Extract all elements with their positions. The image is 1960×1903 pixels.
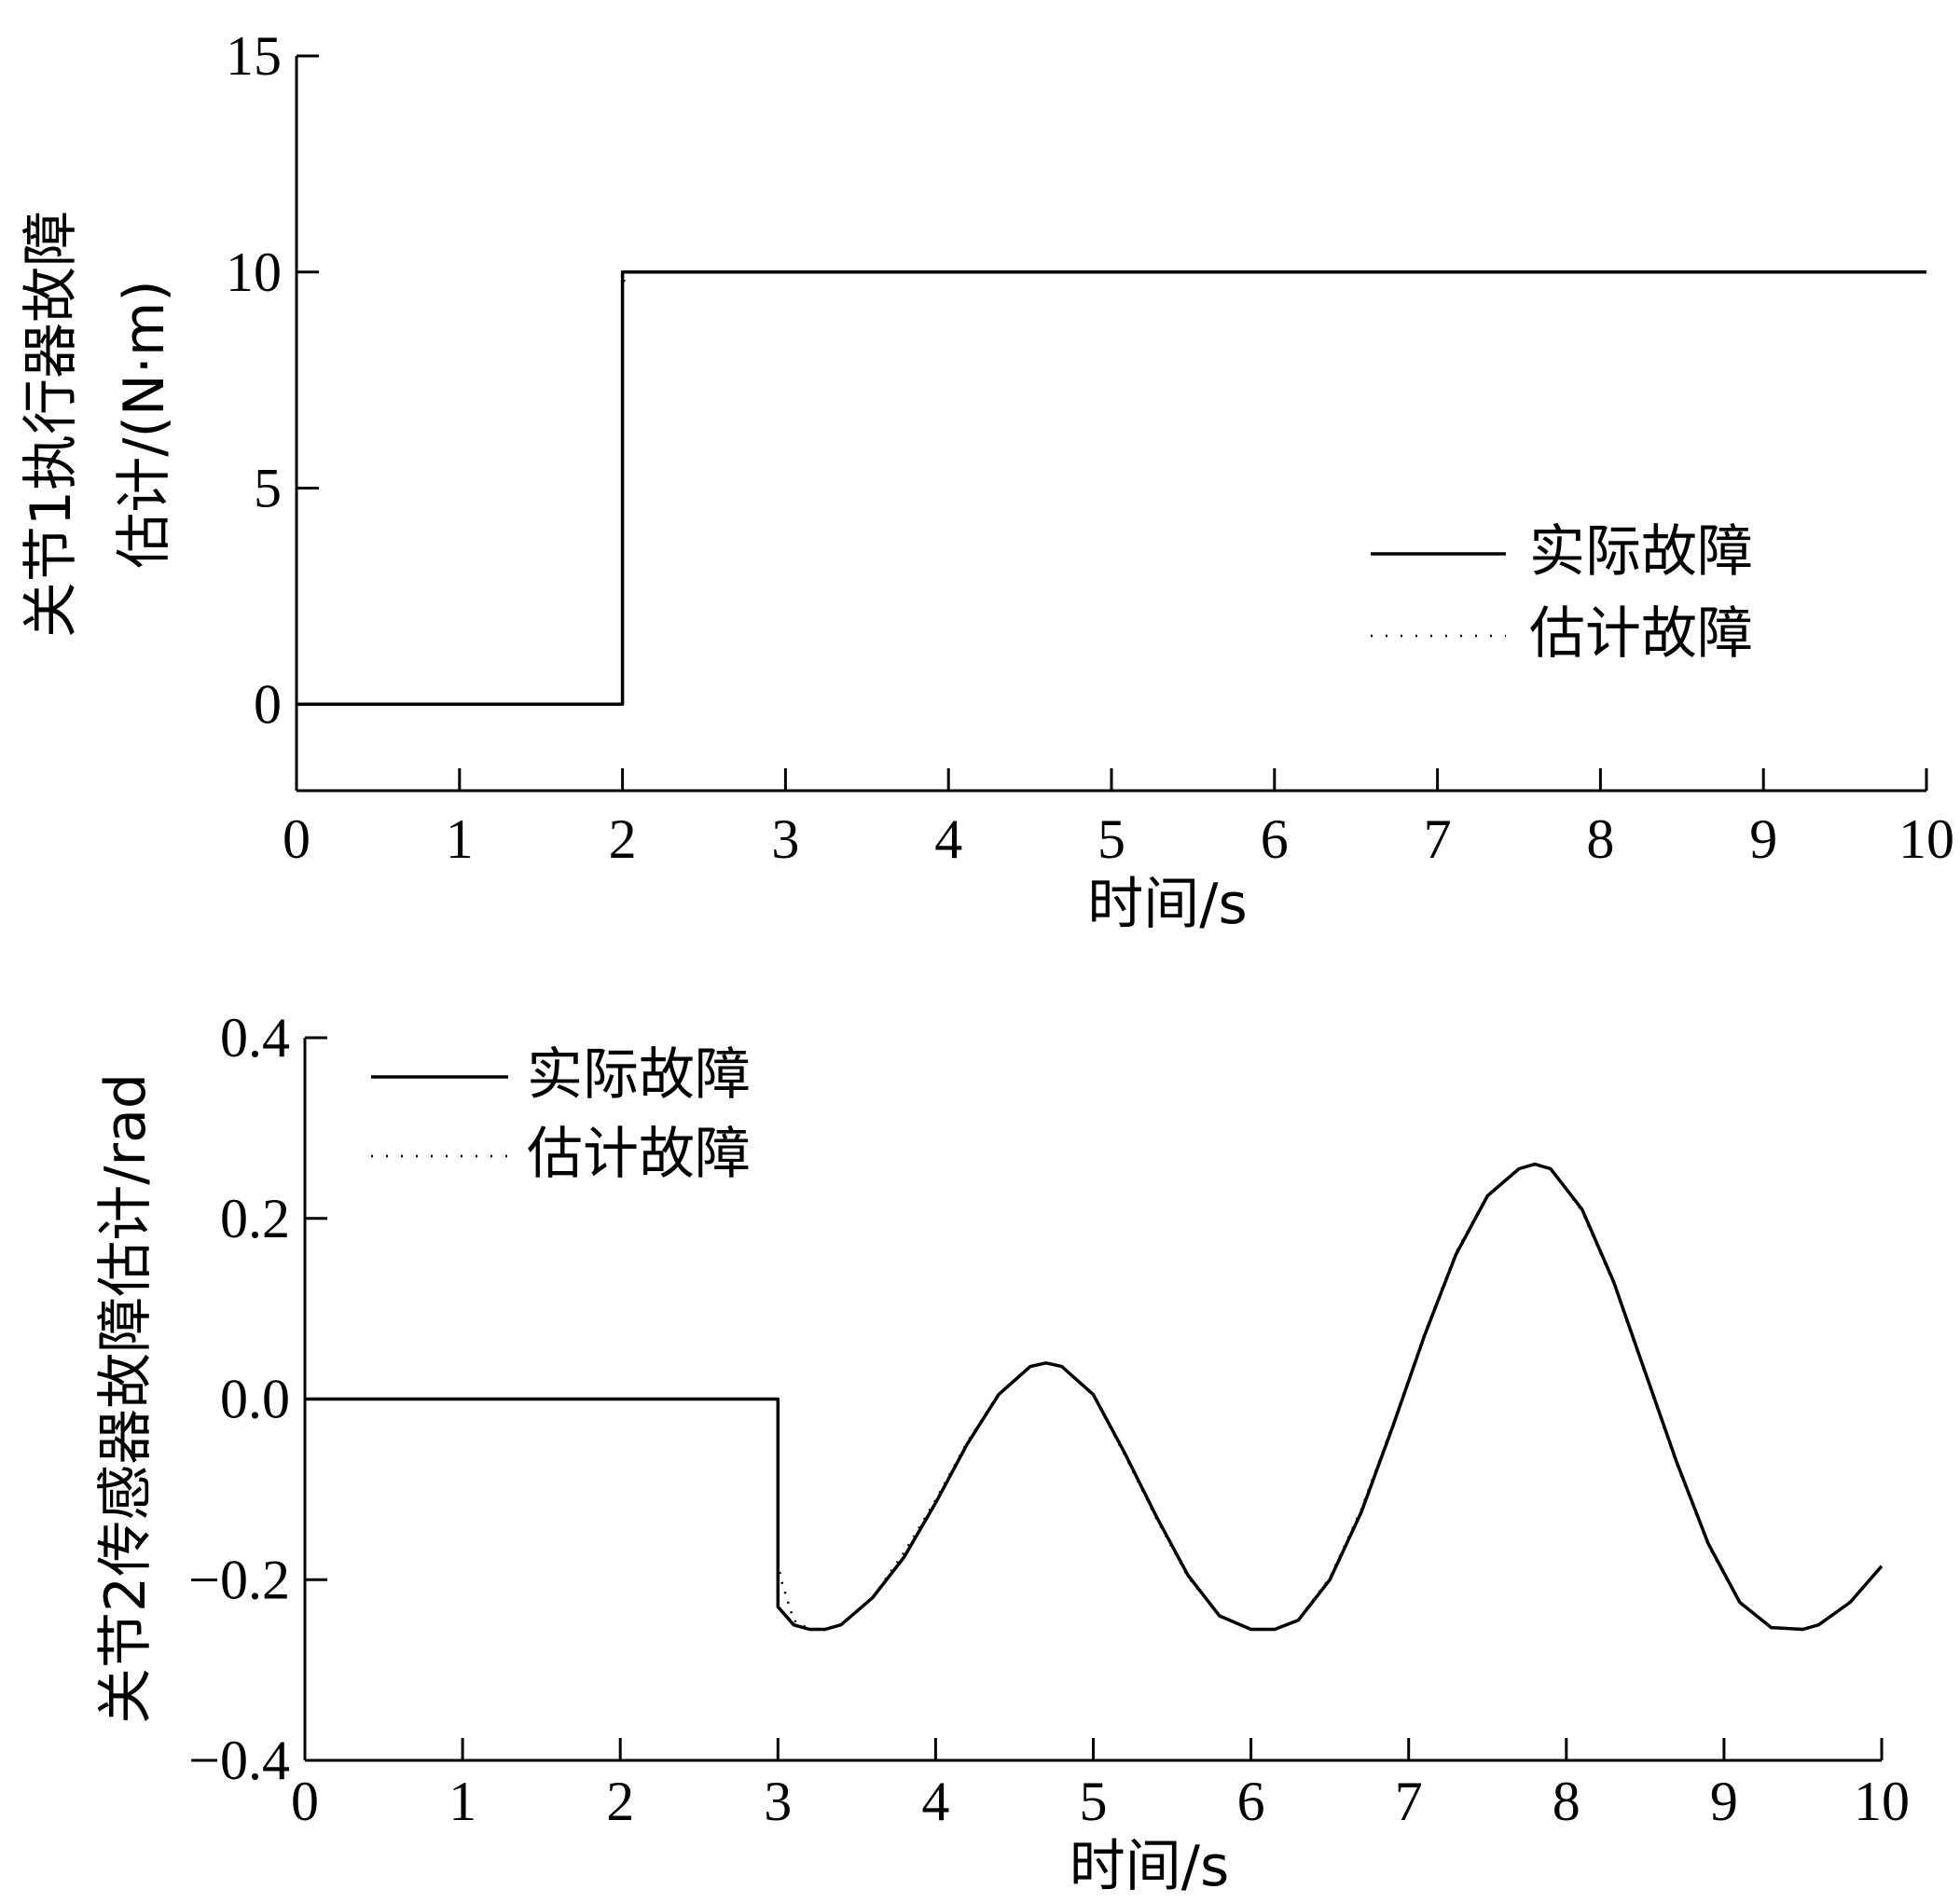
y-tick-label: 10: [226, 241, 282, 303]
y-tick-label: 15: [226, 25, 282, 87]
x-axis-label: 时间/s: [1070, 1834, 1229, 1899]
y-axis-label: 估计/(N·m): [112, 280, 177, 568]
legend-label: 估计故障: [527, 1122, 751, 1187]
series-actual-line: [297, 270, 1926, 707]
x-tick-label: 3: [771, 808, 799, 870]
legend-label: 实际故障: [1529, 519, 1753, 585]
y-tick-label: −0.2: [188, 1549, 290, 1610]
x-tick-label: 5: [1097, 808, 1125, 870]
x-tick-label: 6: [1261, 808, 1289, 870]
y-tick-label: −0.4: [188, 1730, 290, 1791]
x-tick-label: 7: [1395, 1771, 1423, 1832]
x-axis-label: 时间/s: [1087, 872, 1247, 937]
x-tick-label: 4: [921, 1771, 949, 1832]
legend-label: 实际故障: [527, 1042, 751, 1108]
series-estimated-line: [305, 1163, 1883, 1631]
x-tick-label: 0: [291, 1771, 319, 1832]
y-axis-label: 关节1执行器故障: [19, 211, 84, 638]
x-tick-label: 1: [449, 1771, 476, 1832]
y-tick-label: 0: [254, 673, 282, 735]
y-axis-label: 关节2传感器故障估计/rad: [93, 1073, 159, 1724]
x-tick-label: 8: [1586, 808, 1614, 870]
x-tick-label: 9: [1749, 808, 1777, 870]
x-tick-label: 9: [1710, 1771, 1738, 1832]
x-tick-label: 1: [446, 808, 474, 870]
x-tick-label: 10: [1898, 808, 1954, 870]
x-tick-label: 4: [934, 808, 962, 870]
legend-label: 估计故障: [1529, 601, 1753, 667]
series-actual-line: [305, 1162, 1884, 1632]
x-tick-label: 7: [1424, 808, 1452, 870]
x-tick-label: 10: [1854, 1771, 1910, 1832]
y-tick-label: 0.4: [220, 1007, 290, 1069]
y-tick-label: 5: [254, 458, 282, 519]
x-tick-label: 8: [1553, 1771, 1580, 1832]
y-tick-label: 0.0: [220, 1369, 290, 1430]
x-tick-label: 6: [1237, 1771, 1265, 1832]
y-tick-label: 0.2: [220, 1188, 290, 1249]
x-tick-label: 0: [283, 808, 311, 870]
x-tick-label: 2: [609, 808, 637, 870]
chart-sensor-fault: 0 1 2 3 4 5 6 7 8 9 10 −0.4 −0.2 0.0 0.2 0.4 时间/s 关节2传感器故…: [93, 1007, 1910, 1899]
x-tick-label: 3: [764, 1771, 792, 1832]
x-tick-label: 5: [1080, 1771, 1108, 1832]
chart-actuator-fault: 0 1 2 3 4 5 6 7 8 9 10 0 5 10 15 时间/s 关节1执行器故障 估计/(N·m) 实际…: [19, 25, 1954, 937]
x-tick-label: 2: [606, 1771, 634, 1832]
